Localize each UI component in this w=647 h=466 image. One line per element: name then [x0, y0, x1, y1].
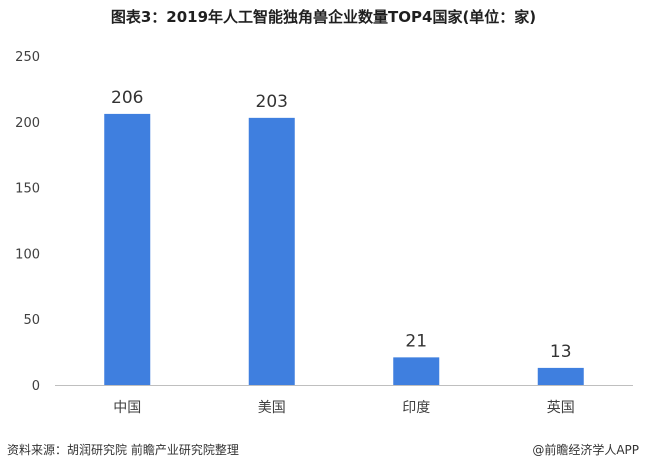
chart-title: 图表3：2019年人工智能独角兽企业数量TOP4国家(单位：家) [110, 8, 537, 26]
y-tick-label: 50 [23, 313, 40, 328]
credit-note: @前瞻经济学人APP [532, 443, 639, 457]
bar-3 [393, 357, 440, 385]
bar-1 [104, 113, 151, 386]
x-tick-label: 英国 [547, 399, 575, 416]
x-tick-label: 中国 [113, 400, 141, 416]
data-label: 203 [256, 92, 288, 112]
bars [104, 113, 584, 386]
x-tick-label: 美国 [258, 400, 286, 416]
bar-2 [248, 117, 295, 386]
bar-4 [537, 367, 584, 385]
data-labels: 206 203 21 13 [111, 88, 572, 362]
data-label: 21 [405, 331, 427, 351]
y-tick-label: 200 [15, 116, 40, 131]
data-label: 13 [550, 342, 572, 362]
source-note: 资料来源：胡润研究院 前瞻产业研究院整理 [7, 443, 239, 457]
x-axis-ticks: 中国 美国 印度 英国 [113, 399, 575, 416]
data-label: 206 [111, 88, 143, 108]
y-axis-ticks: 0 50 100 150 200 250 [15, 50, 40, 394]
y-tick-label: 0 [32, 379, 40, 394]
x-tick-label: 印度 [402, 400, 430, 416]
y-tick-label: 150 [15, 182, 40, 197]
y-tick-label: 250 [15, 50, 40, 65]
y-tick-label: 100 [15, 247, 40, 262]
